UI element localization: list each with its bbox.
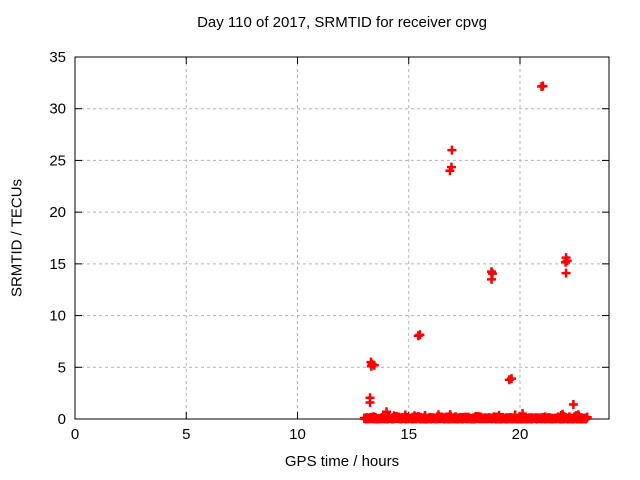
data-point: [447, 145, 457, 155]
x-tick-label: 15: [400, 426, 417, 443]
data-point: [507, 374, 517, 384]
y-tick-label: 5: [58, 359, 66, 376]
data-point: [446, 162, 456, 172]
x-axis-label: GPS time / hours: [284, 453, 400, 470]
y-tick-label: 35: [49, 49, 66, 66]
data-point: [568, 400, 578, 410]
data-point: [538, 81, 548, 91]
y-tick-label: 0: [58, 411, 66, 428]
data-point: [562, 256, 572, 266]
y-tick-label: 30: [49, 101, 66, 118]
y-tick-label: 20: [49, 204, 66, 221]
data-point: [487, 274, 497, 284]
y-tick-label: 10: [49, 308, 66, 325]
plot-border: [74, 56, 610, 420]
data-point: [366, 361, 376, 371]
data-point: [561, 268, 571, 278]
data-point: [365, 397, 375, 407]
baseline-band: [359, 409, 592, 424]
y-axis-label: SRMTID / TECUs: [8, 178, 26, 298]
y-tick-label: 15: [49, 256, 66, 273]
x-tick-label: 0: [71, 426, 79, 443]
data-point: [415, 330, 425, 340]
chart-title: Day 110 of 2017, SRMTID for receiver cpv…: [197, 14, 487, 31]
x-tick-label: 5: [182, 426, 190, 443]
x-tick-label: 20: [512, 426, 529, 443]
data-point: [382, 407, 391, 417]
y-tick-label: 25: [49, 152, 66, 169]
data-point: [561, 257, 571, 267]
x-tick-label: 10: [289, 426, 306, 443]
